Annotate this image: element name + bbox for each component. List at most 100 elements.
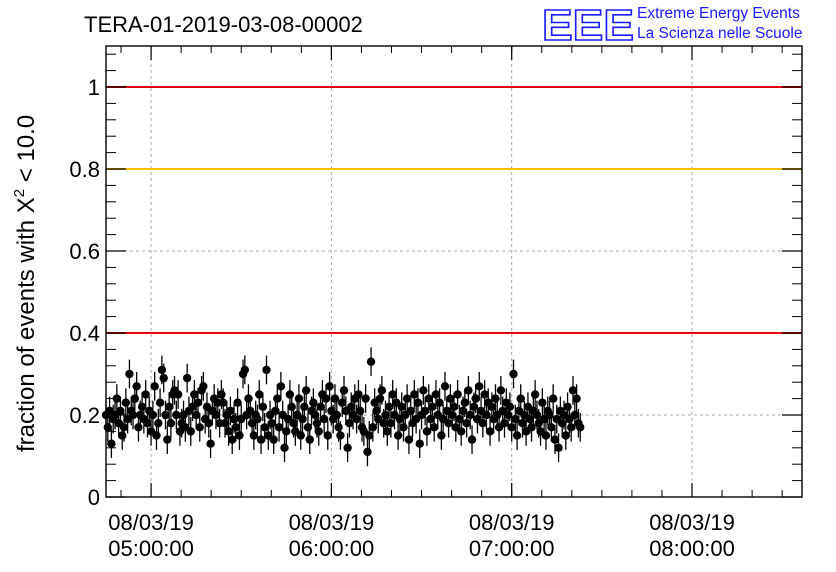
data-point bbox=[428, 402, 437, 411]
x-tick-label-time: 07:00:00 bbox=[469, 536, 555, 561]
data-point bbox=[260, 423, 269, 432]
data-point bbox=[440, 382, 450, 391]
eee-logo-mark: EEE bbox=[542, 1, 634, 50]
data-point bbox=[294, 394, 304, 403]
y-tick-label: 0.2 bbox=[69, 403, 100, 428]
data-point bbox=[509, 369, 518, 379]
data-point bbox=[137, 402, 147, 411]
y-tick-label: 0.8 bbox=[69, 157, 100, 182]
data-point bbox=[487, 402, 497, 411]
y-tick-label: 1 bbox=[88, 75, 100, 100]
data-point bbox=[249, 431, 259, 440]
logo-line-1: Extreme Energy Events bbox=[637, 5, 800, 22]
data-point bbox=[256, 435, 266, 444]
y-axis-title-superscript: 2 bbox=[11, 189, 28, 197]
data-point bbox=[458, 406, 468, 416]
data-point bbox=[365, 431, 374, 440]
data-point bbox=[345, 419, 354, 428]
data-point bbox=[388, 390, 397, 399]
data-point bbox=[118, 431, 127, 440]
data-point bbox=[413, 398, 423, 407]
data-point bbox=[161, 410, 170, 420]
data-point bbox=[375, 394, 385, 403]
data-point bbox=[525, 414, 534, 424]
data-point bbox=[505, 402, 515, 411]
y-axis-title: fraction of events with X2 < 10.0 bbox=[11, 115, 40, 452]
data-point bbox=[406, 406, 415, 416]
data-point bbox=[429, 423, 439, 432]
data-point bbox=[235, 431, 244, 440]
data-point bbox=[303, 423, 313, 432]
data-point bbox=[289, 419, 298, 428]
data-point bbox=[206, 439, 215, 448]
data-point bbox=[330, 394, 340, 403]
data-point bbox=[422, 427, 432, 436]
data-point bbox=[282, 427, 291, 436]
data-point bbox=[229, 414, 239, 424]
data-point bbox=[240, 365, 250, 375]
data-point bbox=[384, 402, 394, 411]
data-point bbox=[141, 390, 150, 399]
chart-title: TERA-01-2019-03-08-00002 bbox=[84, 12, 363, 37]
y-tick-label: 0 bbox=[88, 485, 100, 510]
data-point bbox=[231, 423, 241, 432]
data-point bbox=[570, 410, 580, 420]
data-point bbox=[253, 414, 262, 424]
data-point bbox=[386, 419, 396, 428]
data-point bbox=[444, 419, 453, 428]
data-point bbox=[437, 431, 446, 440]
data-point bbox=[548, 394, 558, 403]
data-point bbox=[402, 394, 412, 403]
data-point bbox=[157, 365, 167, 375]
data-point bbox=[287, 402, 296, 411]
data-point bbox=[154, 419, 163, 428]
data-point bbox=[397, 402, 406, 411]
data-point bbox=[228, 435, 237, 444]
data-point bbox=[482, 410, 491, 420]
data-point bbox=[532, 410, 542, 420]
data-point bbox=[103, 423, 113, 432]
data-point bbox=[305, 435, 314, 444]
data-point bbox=[334, 423, 343, 432]
data-point bbox=[301, 386, 311, 395]
x-tick-label-time: 05:00:00 bbox=[108, 536, 194, 561]
data-point bbox=[393, 431, 403, 440]
data-point bbox=[496, 386, 506, 395]
data-point bbox=[190, 390, 199, 399]
data-point bbox=[431, 390, 441, 399]
data-point bbox=[563, 402, 572, 411]
data-point bbox=[366, 357, 376, 366]
data-point bbox=[280, 443, 289, 452]
data-point bbox=[273, 394, 282, 403]
data-point bbox=[466, 410, 475, 420]
data-point bbox=[561, 431, 570, 440]
data-point bbox=[576, 423, 585, 432]
data-point bbox=[372, 406, 381, 416]
data-point bbox=[354, 390, 363, 399]
data-point bbox=[155, 398, 165, 407]
data-point bbox=[572, 394, 581, 403]
data-point bbox=[323, 431, 332, 440]
data-point bbox=[319, 414, 329, 424]
data-point bbox=[383, 427, 392, 436]
data-point bbox=[309, 398, 318, 407]
data-point bbox=[447, 410, 457, 420]
data-point bbox=[478, 419, 488, 428]
data-point bbox=[316, 402, 325, 411]
data-point bbox=[164, 402, 174, 411]
data-point bbox=[541, 431, 551, 440]
axis-ticks bbox=[106, 46, 802, 498]
data-point bbox=[191, 410, 201, 420]
x-tick-label-date: 08/03/19 bbox=[108, 510, 194, 535]
data-point bbox=[507, 423, 516, 432]
data-point bbox=[377, 386, 387, 395]
data-point bbox=[347, 402, 356, 411]
data-point bbox=[134, 423, 143, 432]
data-point bbox=[480, 390, 489, 399]
data-point bbox=[112, 394, 122, 403]
x-tick-label-time: 06:00:00 bbox=[289, 536, 375, 561]
data-point bbox=[271, 406, 280, 416]
y-axis-title-prefix: fraction of events with X bbox=[13, 197, 40, 452]
data-point bbox=[568, 386, 578, 395]
data-point bbox=[132, 382, 141, 391]
